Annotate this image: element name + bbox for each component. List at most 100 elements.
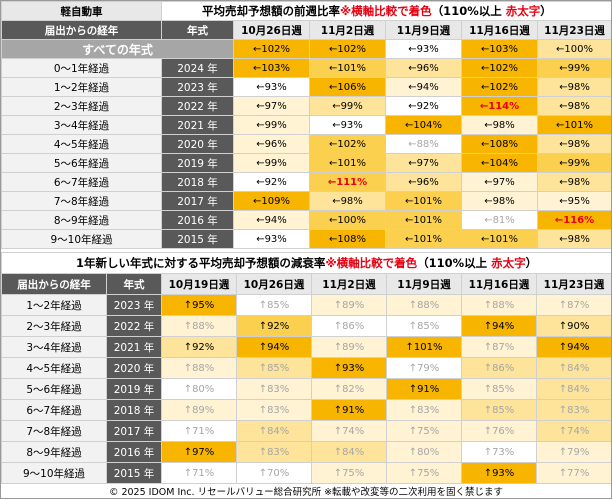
header-age: 届出からの経年 [1,273,107,295]
value-cell: ←101% [385,191,462,211]
value-cell: ↑93% [311,357,387,379]
value-cell: ←97% [233,96,310,116]
value-cell: ←101% [385,210,462,230]
value-cell: ↑76% [461,420,537,442]
value-cell: ←101% [385,229,462,249]
year-label: 2016 年 [161,210,234,230]
value-cell: ↑75% [386,420,462,442]
value-cell: ↑80% [161,378,237,400]
value-cell: ↑87% [461,336,537,358]
year-label: 2018 年 [161,172,234,192]
value-cell: ←114% [461,96,538,116]
value-cell: ←104% [385,115,462,135]
value-cell: ↑85% [461,399,537,421]
age-label: 8～9年経過 [1,210,162,230]
value-cell: ↑87% [535,294,611,316]
value-cell: ←92% [233,172,310,192]
value-cell: ←102% [309,39,386,59]
value-cell: ←93% [233,77,310,97]
value-cell: ↑79% [386,357,462,379]
value-cell: ↑90% [535,315,611,337]
value-cell: ←104% [461,153,538,173]
value-cell: ↑93% [461,462,537,484]
data-row: 1～2年経過 2023 年 ←93% ←106% ←94% ←102% ←98% [1,77,611,97]
value-cell: ←96% [385,172,462,192]
year-label: 2020 年 [106,357,162,379]
value-cell: ↑71% [161,462,237,484]
footer: © 2025 IDOM Inc. リセールバリュー総合研究所 ※転載や改変等の二… [108,487,504,498]
value-cell: ←94% [233,210,310,230]
header-week: 11月16日週 [461,20,538,40]
header-week: 11月23日週 [535,273,611,295]
value-cell: ←99% [309,96,386,116]
value-cell: ←97% [461,172,538,192]
data-row: 6～7年経過 2018 年 ←92% ←111% ←96% ←97% ←98% [1,172,611,192]
value-cell: ↑95% [161,294,237,316]
value-cell: ←95% [536,191,611,211]
age-label: 2～3年経過 [1,315,107,337]
data-row: 8～9年経過 2016 年 ↑97% ↑83% ↑84% ↑80% ↑73% ↑79% [1,441,611,463]
year-label: 2021 年 [106,336,162,358]
data-row: 6～7年経過 2018 年 ↑89% ↑83% ↑91% ↑83% ↑85% ↑83% [1,399,611,421]
value-cell: ↑71% [161,420,237,442]
value-cell: ↑83% [386,399,462,421]
value-cell: ↑75% [386,462,462,484]
data-row: 4～5年経過 2020 年 ←96% ←102% ←88% ←108% ←98% [1,134,611,154]
value-cell: ↑91% [386,378,462,400]
value-cell: ←101% [536,115,611,135]
value-cell: ↑83% [236,378,312,400]
value-cell: ←101% [309,58,386,78]
header-week: 11月2日週 [311,273,387,295]
age-label: 0～1年経過 [1,58,162,78]
data-row: 0～1年経過 2024 年 ←103% ←101% ←96% ←102% ←99% [1,58,611,78]
value-cell: ↑83% [535,399,611,421]
year-label: 2017 年 [161,191,234,211]
age-label: 8～9年経過 [1,441,107,463]
value-cell: ←98% [536,96,611,116]
value-cell: ↑84% [535,357,611,379]
value-cell: ↑84% [311,441,387,463]
value-cell: ←100% [309,210,386,230]
value-cell: ←108% [309,229,386,249]
value-cell: ←102% [461,58,538,78]
value-cell: ↑88% [461,294,537,316]
value-cell: ↑74% [535,420,611,442]
data-row: 7～8年経過 2017 年 ↑71% ↑84% ↑74% ↑75% ↑76% ↑74% [1,420,611,442]
header-row: 届出からの経年 年式 10月26日週 11月2日週 11月9日週 11月16日週 11月23… [1,20,611,40]
value-cell: ←103% [461,39,538,59]
data-row: 4～5年経過 2020 年 ↑88% ↑85% ↑93% ↑79% ↑86% ↑84% [1,357,611,379]
year-label: 2020 年 [161,134,234,154]
value-cell: ←92% [385,96,462,116]
all-years-row: すべての年式 ←102% ←102% ←93% ←103% ←100% [1,39,611,59]
header-week: 11月23日週 [536,20,611,40]
value-cell: ←88% [385,134,462,154]
value-cell: ←109% [233,191,310,211]
value-cell: ↑75% [311,462,387,484]
value-cell: ←101% [309,153,386,173]
value-cell: ↑83% [236,399,312,421]
value-cell: ←98% [536,77,611,97]
value-cell: ↑94% [461,315,537,337]
value-cell: ←99% [233,153,310,173]
value-cell: ↑84% [535,378,611,400]
year-label: 2022 年 [161,96,234,116]
age-label: 1～2年経過 [1,77,162,97]
data-row: 5～6年経過 2019 年 ↑80% ↑83% ↑82% ↑91% ↑85% ↑84% [1,378,611,400]
title-text: 1年新しい年式に対する平均売却予想額の減衰率 [75,256,326,270]
value-cell: ←102% [233,39,310,59]
header-year: 年式 [161,20,234,40]
data-row: 9～10年経過 2015 年 ↑71% ↑70% ↑75% ↑75% ↑93% ↑77% [1,462,611,484]
year-label: 2015 年 [106,462,162,484]
value-cell: ←93% [233,229,310,249]
value-cell: ↑92% [161,336,237,358]
title-rule-emphasis: 赤太字 [505,4,541,18]
year-label: 2016 年 [106,441,162,463]
value-cell: ←101% [461,229,538,249]
title-rule-emphasis: 赤太字 [491,256,526,270]
age-label: 3～4年経過 [1,115,162,135]
weekly-ratio-table: 軽自動車 平均売却予想額の前週比率※横軸比較で着色（110%以上 赤太字） 届出から… [1,1,611,249]
value-cell: ←98% [536,134,611,154]
value-cell: ←93% [385,39,462,59]
year-label: 2019 年 [161,153,234,173]
